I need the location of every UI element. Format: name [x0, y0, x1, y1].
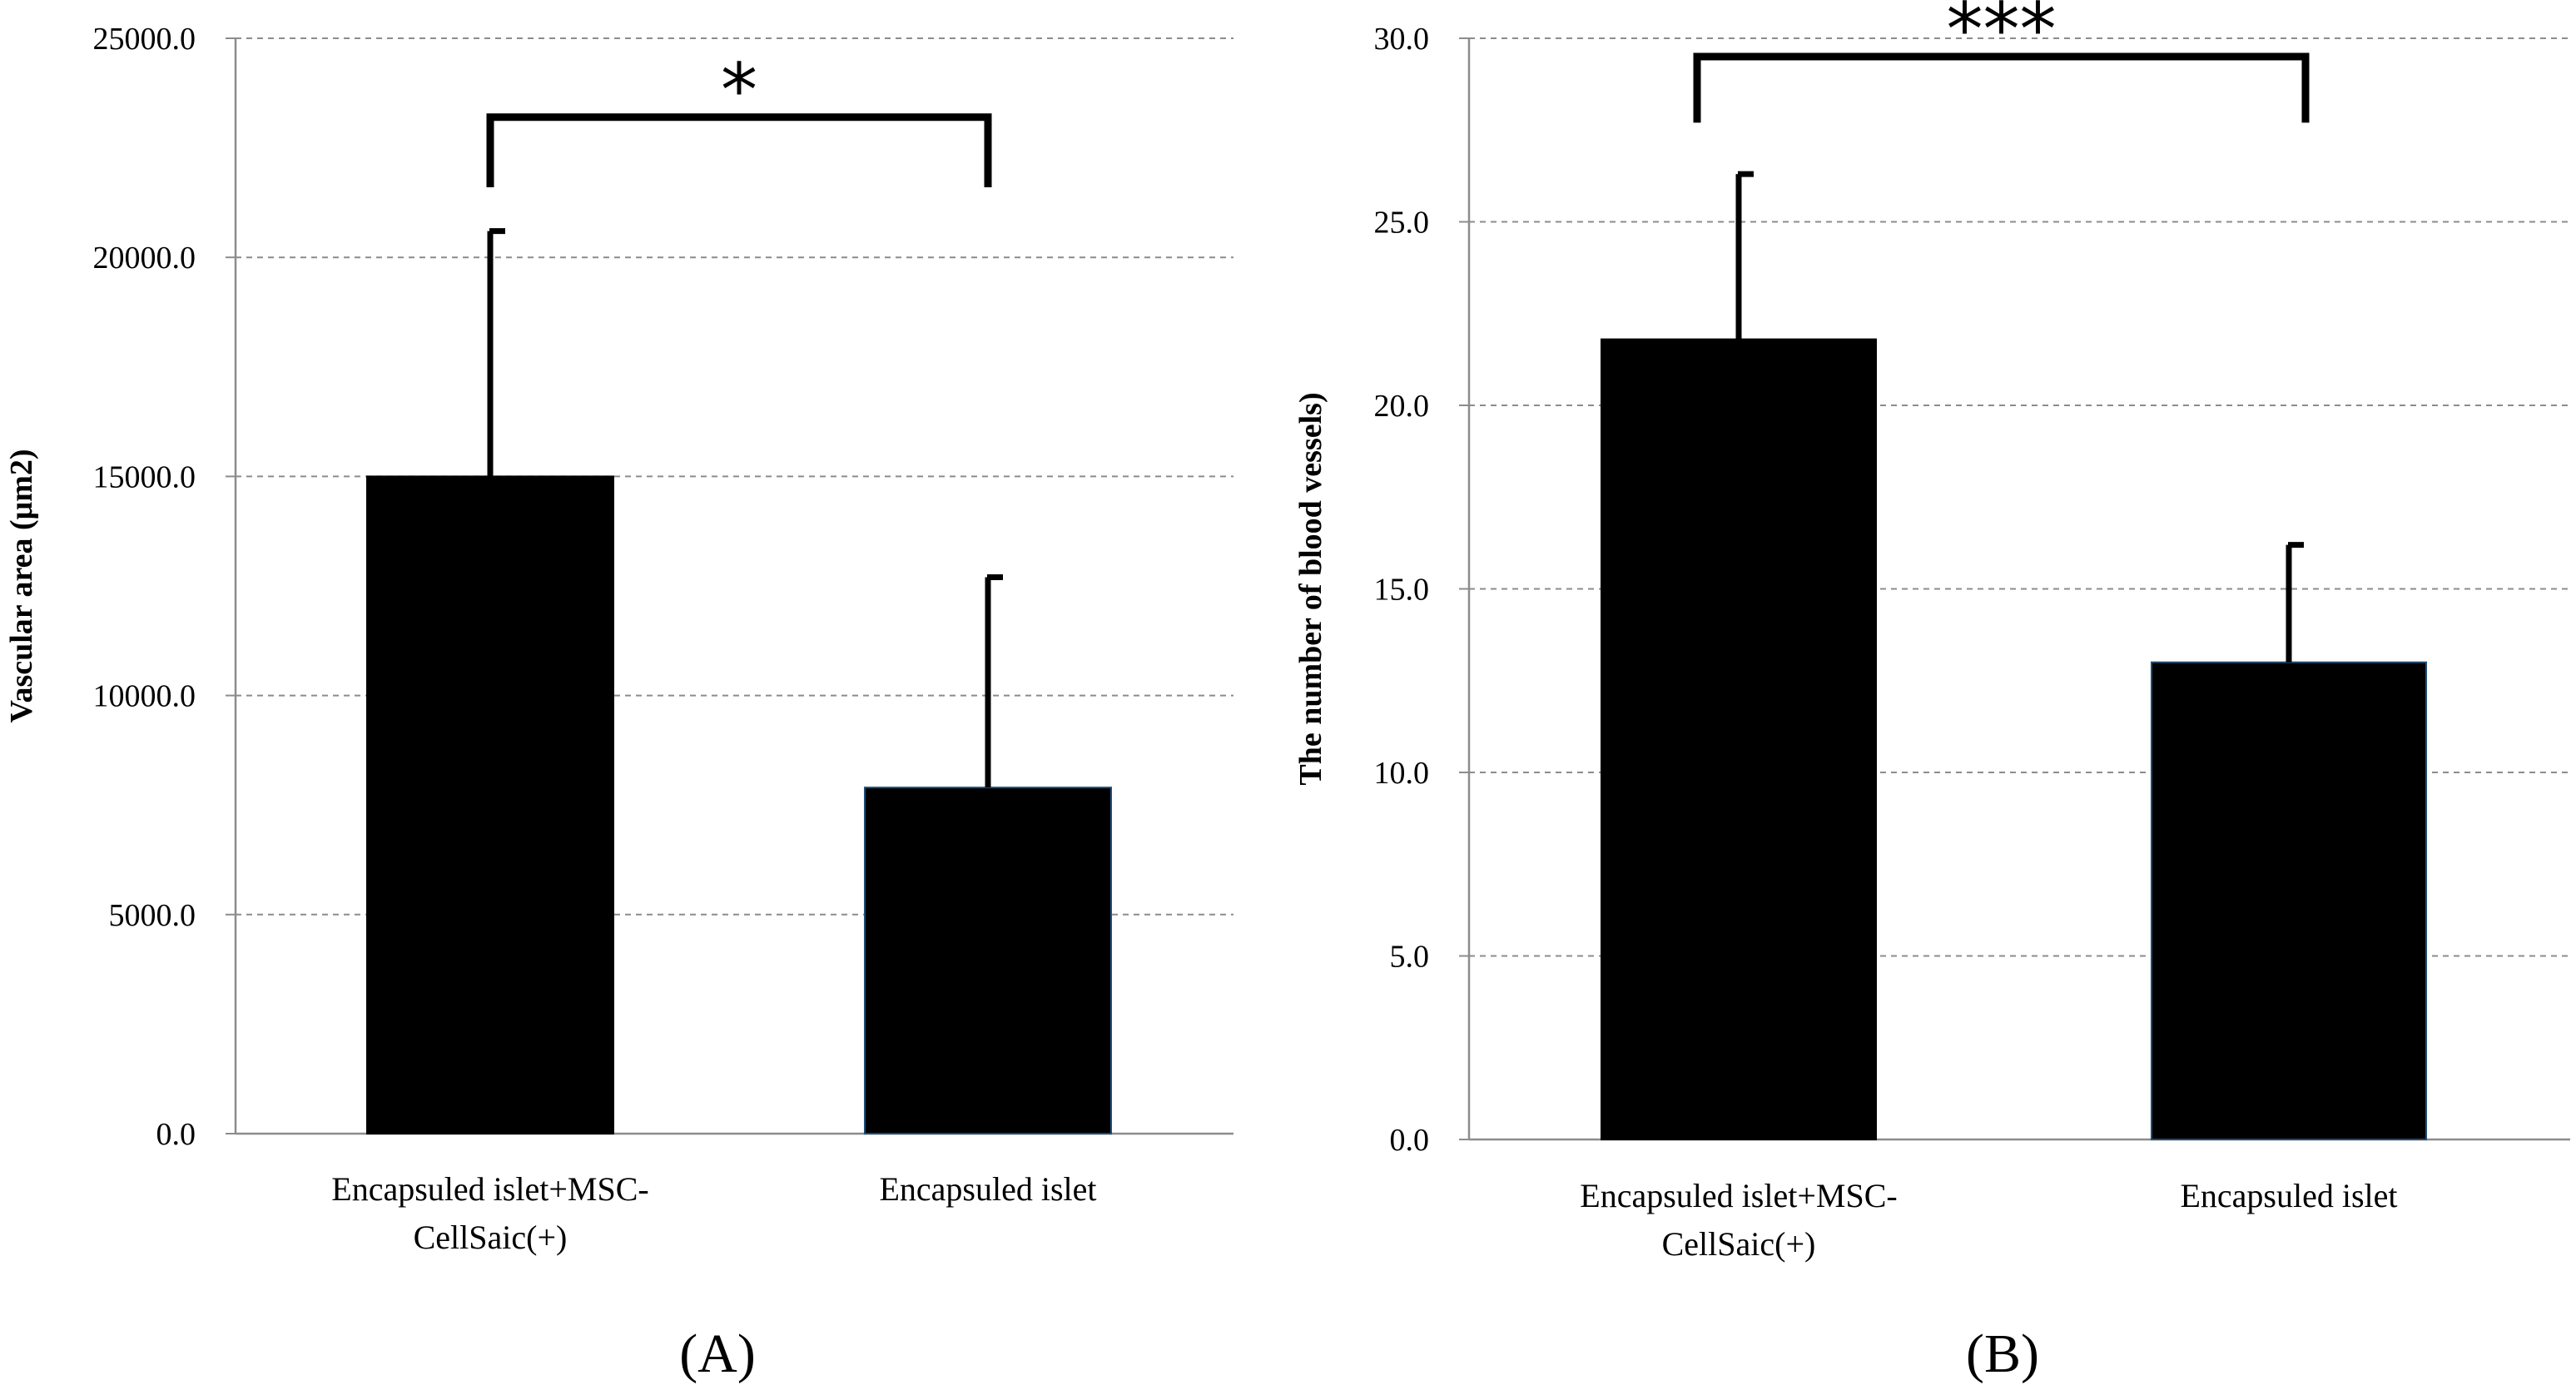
y-tick-label: 5.0 — [1390, 940, 1430, 975]
y-tick-label: 15.0 — [1374, 573, 1430, 608]
category-label: Encapsuled islet — [2180, 1177, 2397, 1214]
category-label: CellSaic(+) — [414, 1219, 568, 1256]
significance-bracket — [1693, 52, 2310, 123]
chart-blood-vessel-count: 0.0 5.0 10.0 15.0 20.0 25.0 30.0 The number of … — [1293, 0, 2570, 1384]
bar — [864, 787, 1112, 1134]
y-tick-label: 20.0 — [1374, 389, 1430, 424]
y-axis-label: The number of blood vessels) — [1293, 392, 1328, 785]
bar — [366, 475, 614, 1134]
y-tick-label: 30.0 — [1374, 22, 1430, 57]
category-label: CellSaic(+) — [1662, 1225, 1816, 1263]
y-tick-label: 0.0 — [1390, 1123, 1430, 1158]
y-axis-label: Vascular area (μm2) — [4, 449, 39, 722]
y-tick-label: 15000.0 — [93, 459, 196, 494]
chart-vascular-area: 0.0 5000.0 10000.0 15000.0 20000.0 25000.0 Vas… — [4, 22, 1233, 1384]
category-label: Encapsuled islet+MSC- — [331, 1170, 648, 1208]
significance-label: *** — [1947, 0, 2057, 72]
y-tick-label: 10000.0 — [93, 679, 196, 714]
y-tick-label: 20000.0 — [93, 241, 196, 276]
y-tick-label: 25000.0 — [93, 22, 196, 57]
significance-bracket — [486, 113, 992, 187]
bar — [1601, 338, 1877, 1140]
category-label: Encapsuled islet — [879, 1170, 1096, 1208]
panel-label: (A) — [679, 1323, 756, 1384]
bar — [2151, 661, 2427, 1140]
panel-label: (B) — [1966, 1323, 2039, 1384]
y-tick-label: 10.0 — [1374, 756, 1430, 791]
y-tick-label: 25.0 — [1374, 206, 1430, 241]
category-label: Encapsuled islet+MSC- — [1580, 1177, 1897, 1214]
y-tick-label: 5000.0 — [109, 898, 196, 933]
significance-label: * — [721, 47, 757, 133]
y-tick-label: 0.0 — [156, 1117, 196, 1152]
